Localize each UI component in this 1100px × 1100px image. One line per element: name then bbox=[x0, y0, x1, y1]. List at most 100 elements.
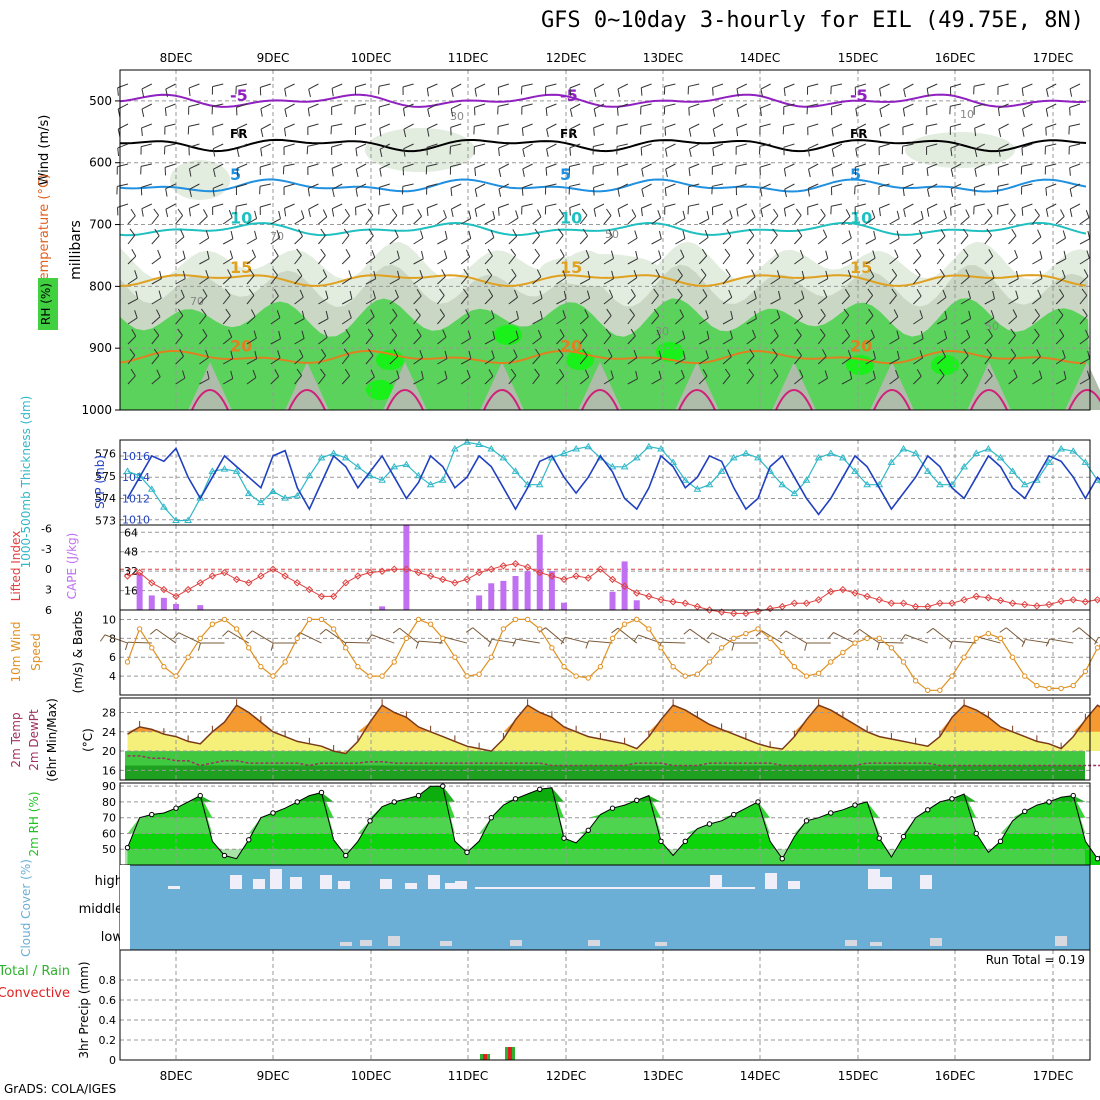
wind-barb-307-flag bbox=[606, 208, 612, 216]
wind-barb-350 bbox=[651, 238, 662, 245]
wind-barb-578-flag bbox=[230, 350, 234, 359]
wind-barb-399-flag bbox=[849, 250, 853, 259]
wind-barb-112-flag bbox=[831, 128, 834, 137]
wind-barb-220 bbox=[474, 183, 486, 190]
wind-barb-60-flag bbox=[569, 108, 573, 117]
wind-barb-591 bbox=[532, 355, 541, 365]
wind10-tick-label-2: 8 bbox=[109, 632, 116, 645]
wind-barb-228 bbox=[665, 183, 676, 189]
wind-barb-378-flag bbox=[345, 249, 351, 257]
wind-barb-418-flag bbox=[322, 269, 328, 277]
wind-barb-286-flag bbox=[1069, 208, 1073, 217]
wind-barb-212 bbox=[283, 183, 295, 188]
wind-barb-117 bbox=[950, 123, 962, 128]
wind-barb-618-flag bbox=[206, 370, 210, 379]
wind-barb-621-flag bbox=[274, 369, 280, 377]
wind-barb-407-flag bbox=[1039, 250, 1043, 259]
cloud-low-bar-1 bbox=[360, 940, 372, 946]
lifted-index-point-51 bbox=[742, 609, 750, 618]
wind-barb-528-flag bbox=[990, 310, 995, 318]
isotherm-label-5-2: 20 bbox=[850, 336, 872, 355]
thickness-point-42 bbox=[632, 453, 641, 461]
wind-barb-73 bbox=[879, 103, 890, 110]
wind10-point-32 bbox=[512, 616, 519, 623]
wind-barb-519-flag bbox=[776, 310, 781, 318]
wind-barb-262-flag bbox=[497, 207, 500, 216]
wind-barb-337-flag bbox=[343, 228, 350, 236]
wind10-point-23 bbox=[403, 635, 410, 642]
wind-barb-384 bbox=[484, 255, 493, 265]
wind10-point-9 bbox=[233, 626, 240, 632]
date-label-bottom-4: 12DEC bbox=[546, 1069, 586, 1083]
rh-blob-3 bbox=[540, 254, 660, 286]
wind-barb-105-flag bbox=[664, 127, 667, 136]
wind-barb-33 bbox=[903, 83, 914, 90]
wind-barb-100-flag bbox=[546, 128, 549, 137]
wind-barb-334-flag bbox=[276, 229, 281, 238]
wind-barb-38-flag bbox=[1021, 88, 1024, 97]
wind-barb-183 bbox=[569, 163, 581, 168]
rh2m-axis-label: 2m RH (%) bbox=[27, 791, 41, 856]
wind-barb-280 bbox=[927, 203, 938, 210]
rh2m-point-74 bbox=[1022, 808, 1028, 815]
wind-barb-552-flag bbox=[582, 328, 588, 336]
wind-barb-373 bbox=[222, 257, 233, 265]
wind10-barb-22-flag bbox=[366, 634, 373, 642]
wind-barb-80-flag bbox=[1045, 108, 1049, 117]
cloud-high-bar-18 bbox=[920, 875, 932, 889]
wind-barb-333-flag bbox=[254, 230, 258, 239]
wind10-axis-label-3: (m/s) & Barbs bbox=[71, 611, 85, 694]
wind-barb-268-flag bbox=[640, 208, 643, 217]
wind10-barb-4 bbox=[156, 628, 177, 644]
wind-barb-19-flag bbox=[569, 87, 572, 96]
thickness-point-64 bbox=[899, 444, 908, 452]
isotherm-0 bbox=[119, 93, 1087, 108]
date-label-bottom-2: 10DEC bbox=[351, 1069, 391, 1083]
wind-barb-101 bbox=[570, 123, 581, 130]
thickness-point-48 bbox=[705, 480, 714, 488]
rh2m-tick-label-4: 90 bbox=[102, 780, 116, 793]
thickness-point-77 bbox=[1057, 444, 1066, 452]
wind-barb-326-flag bbox=[1060, 209, 1065, 217]
wind-barb-469 bbox=[556, 298, 567, 305]
wind-barb-443-flag bbox=[914, 268, 921, 276]
wind-barb-237 bbox=[878, 183, 890, 188]
wind-barb-192 bbox=[784, 163, 795, 170]
wind-barb-473-flag bbox=[653, 288, 659, 296]
thickness-point-15 bbox=[305, 471, 314, 479]
thickness-point-2 bbox=[147, 485, 156, 492]
rh2m-point-54 bbox=[779, 855, 785, 862]
wind-barb-505 bbox=[437, 315, 445, 325]
wind-barb-94 bbox=[403, 123, 414, 130]
wind-barb-571-flag bbox=[1034, 328, 1040, 336]
wind-barb-518 bbox=[746, 318, 757, 325]
wind-barb-348 bbox=[603, 236, 613, 245]
isotherm-label-5-0: 20 bbox=[230, 336, 252, 355]
wind-barb-619-flag bbox=[230, 370, 234, 379]
wind-barb-42 bbox=[141, 103, 153, 110]
wind-barb-194-flag bbox=[831, 168, 834, 177]
wind-barb-164 bbox=[117, 163, 129, 168]
wind10-barb-46 bbox=[661, 641, 686, 644]
wind-barb-5 bbox=[236, 83, 248, 87]
wind-barb-195 bbox=[855, 163, 866, 168]
wind-barb-188 bbox=[688, 163, 700, 169]
wind10-barb-76-flag bbox=[1021, 639, 1026, 647]
wind-barb-449 bbox=[1055, 277, 1066, 285]
wind-barb-577-flag bbox=[205, 349, 209, 358]
wind-barb-593 bbox=[579, 355, 588, 365]
wind-barb-111 bbox=[807, 123, 819, 128]
isotherm-label-1-2: FR bbox=[850, 127, 867, 141]
wind-barb-414 bbox=[222, 276, 232, 285]
wind-barb-575 bbox=[151, 355, 160, 365]
rh2m-tick-label-0: 50 bbox=[102, 843, 116, 856]
wind-barb-368-flag bbox=[1087, 230, 1091, 239]
wind-barb-505-flag bbox=[439, 308, 445, 316]
rh2m-point-58 bbox=[828, 810, 834, 816]
wind10-point-49 bbox=[718, 645, 725, 651]
wind-barb-639-flag bbox=[702, 369, 708, 377]
thickness-point-30 bbox=[487, 444, 496, 452]
wind-barb-0-flag bbox=[117, 87, 119, 96]
wind-barb-63 bbox=[640, 103, 652, 108]
wind-barb-222 bbox=[522, 183, 533, 189]
